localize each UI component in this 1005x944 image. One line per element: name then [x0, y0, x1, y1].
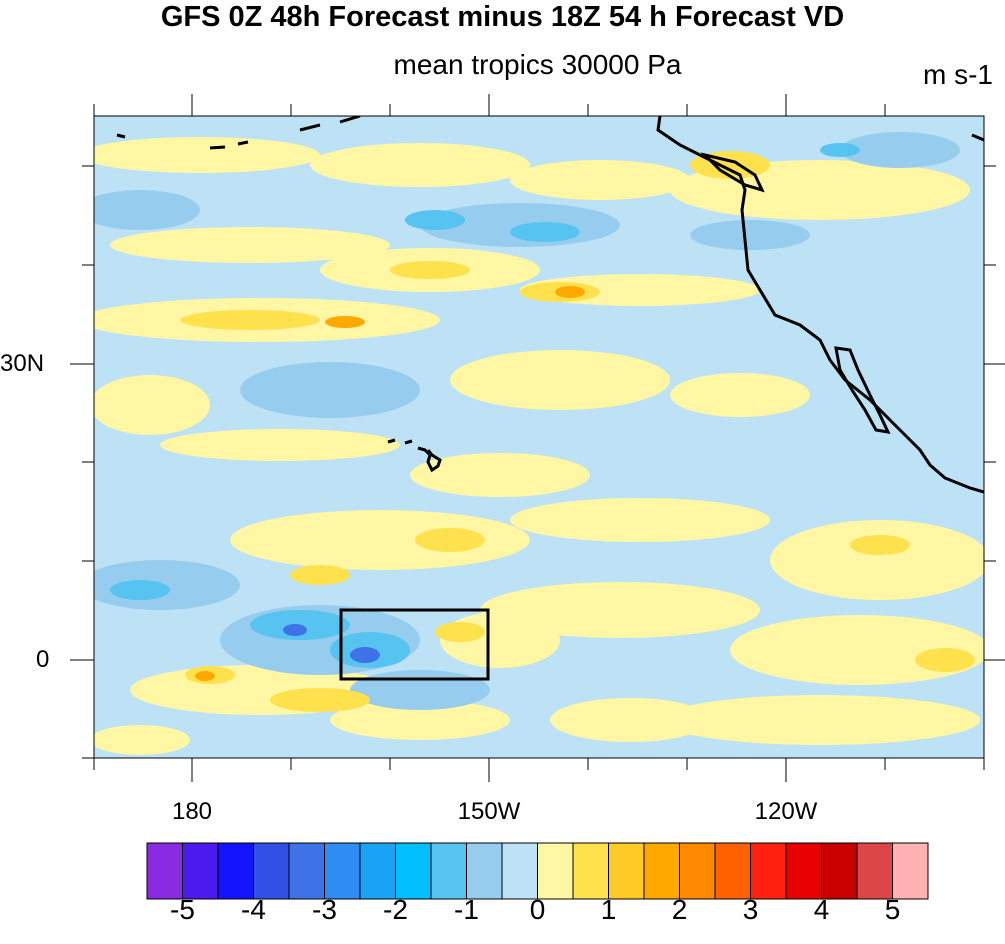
colorbar-swatch [785, 842, 822, 900]
colorbar-swatch [750, 842, 787, 900]
colorbar-swatch [430, 842, 467, 900]
hawaii-islands [387, 438, 442, 473]
colorbar-swatch [608, 842, 645, 900]
lon-label-180: 180 [171, 798, 213, 825]
colorbar-tick-label: 4 [813, 894, 830, 925]
colorbar-swatch [501, 842, 538, 900]
colorbar-swatch [892, 842, 929, 900]
colorbar-swatch [217, 842, 254, 900]
aleutians-west [116, 116, 361, 150]
colorbar-tick-label: -5 [170, 894, 195, 925]
axis-ticks [70, 94, 1005, 782]
lat-label-30n: 30N [0, 350, 45, 377]
lon-label-150w: 150W [457, 798, 521, 825]
colorbar-swatch [856, 842, 893, 900]
coastlines [116, 116, 984, 494]
colorbar-swatch [821, 842, 858, 900]
map-subtitle: mean tropics 30000 Pa [393, 49, 682, 80]
units-label: m s-1 [923, 59, 993, 90]
colorbar-swatch [714, 842, 751, 900]
colorbar-swatch [572, 842, 609, 900]
colorbar-tick-label: 0 [529, 894, 546, 925]
north-america-coast [656, 116, 984, 494]
colorbar [146, 842, 929, 900]
colorbar-swatch [182, 842, 219, 900]
colorbar-swatch [146, 842, 183, 900]
colorbar-tick-label: -1 [454, 894, 479, 925]
colorbar-tick-label: -3 [312, 894, 337, 925]
colorbar-tick-label: 1 [600, 894, 617, 925]
alaska-east [971, 133, 984, 142]
colorbar-tick-label: -2 [383, 894, 408, 925]
colorbar-swatch [288, 842, 325, 900]
negative-bands-strong [283, 624, 380, 663]
colorbar-tick-label: 5 [884, 894, 901, 925]
lon-label-120w: 120W [754, 798, 818, 825]
colorbar-swatch [253, 842, 290, 900]
gulf-coast [700, 152, 765, 193]
colorbar-swatch [679, 842, 716, 900]
colorbar-swatch [324, 842, 361, 900]
colorbar-tick-label: 2 [671, 894, 688, 925]
colorbar-tick-label: 3 [742, 894, 759, 925]
contour-field [94, 132, 984, 755]
colorbar-swatch [466, 842, 503, 900]
positive-bands-strong [195, 286, 585, 681]
lat-label-0: 0 [36, 646, 50, 673]
plot-frame [93, 115, 985, 759]
colorbar-swatch [395, 842, 432, 900]
baja-california [834, 346, 891, 434]
colorbar-swatch [537, 842, 574, 900]
colorbar-swatch [359, 842, 396, 900]
map-title: GFS 0Z 48h Forecast minus 18Z 54 h Forec… [160, 1, 845, 33]
colorbar-swatch [643, 842, 680, 900]
colorbar-tick-label: -4 [241, 894, 266, 925]
region-box [339, 608, 490, 681]
